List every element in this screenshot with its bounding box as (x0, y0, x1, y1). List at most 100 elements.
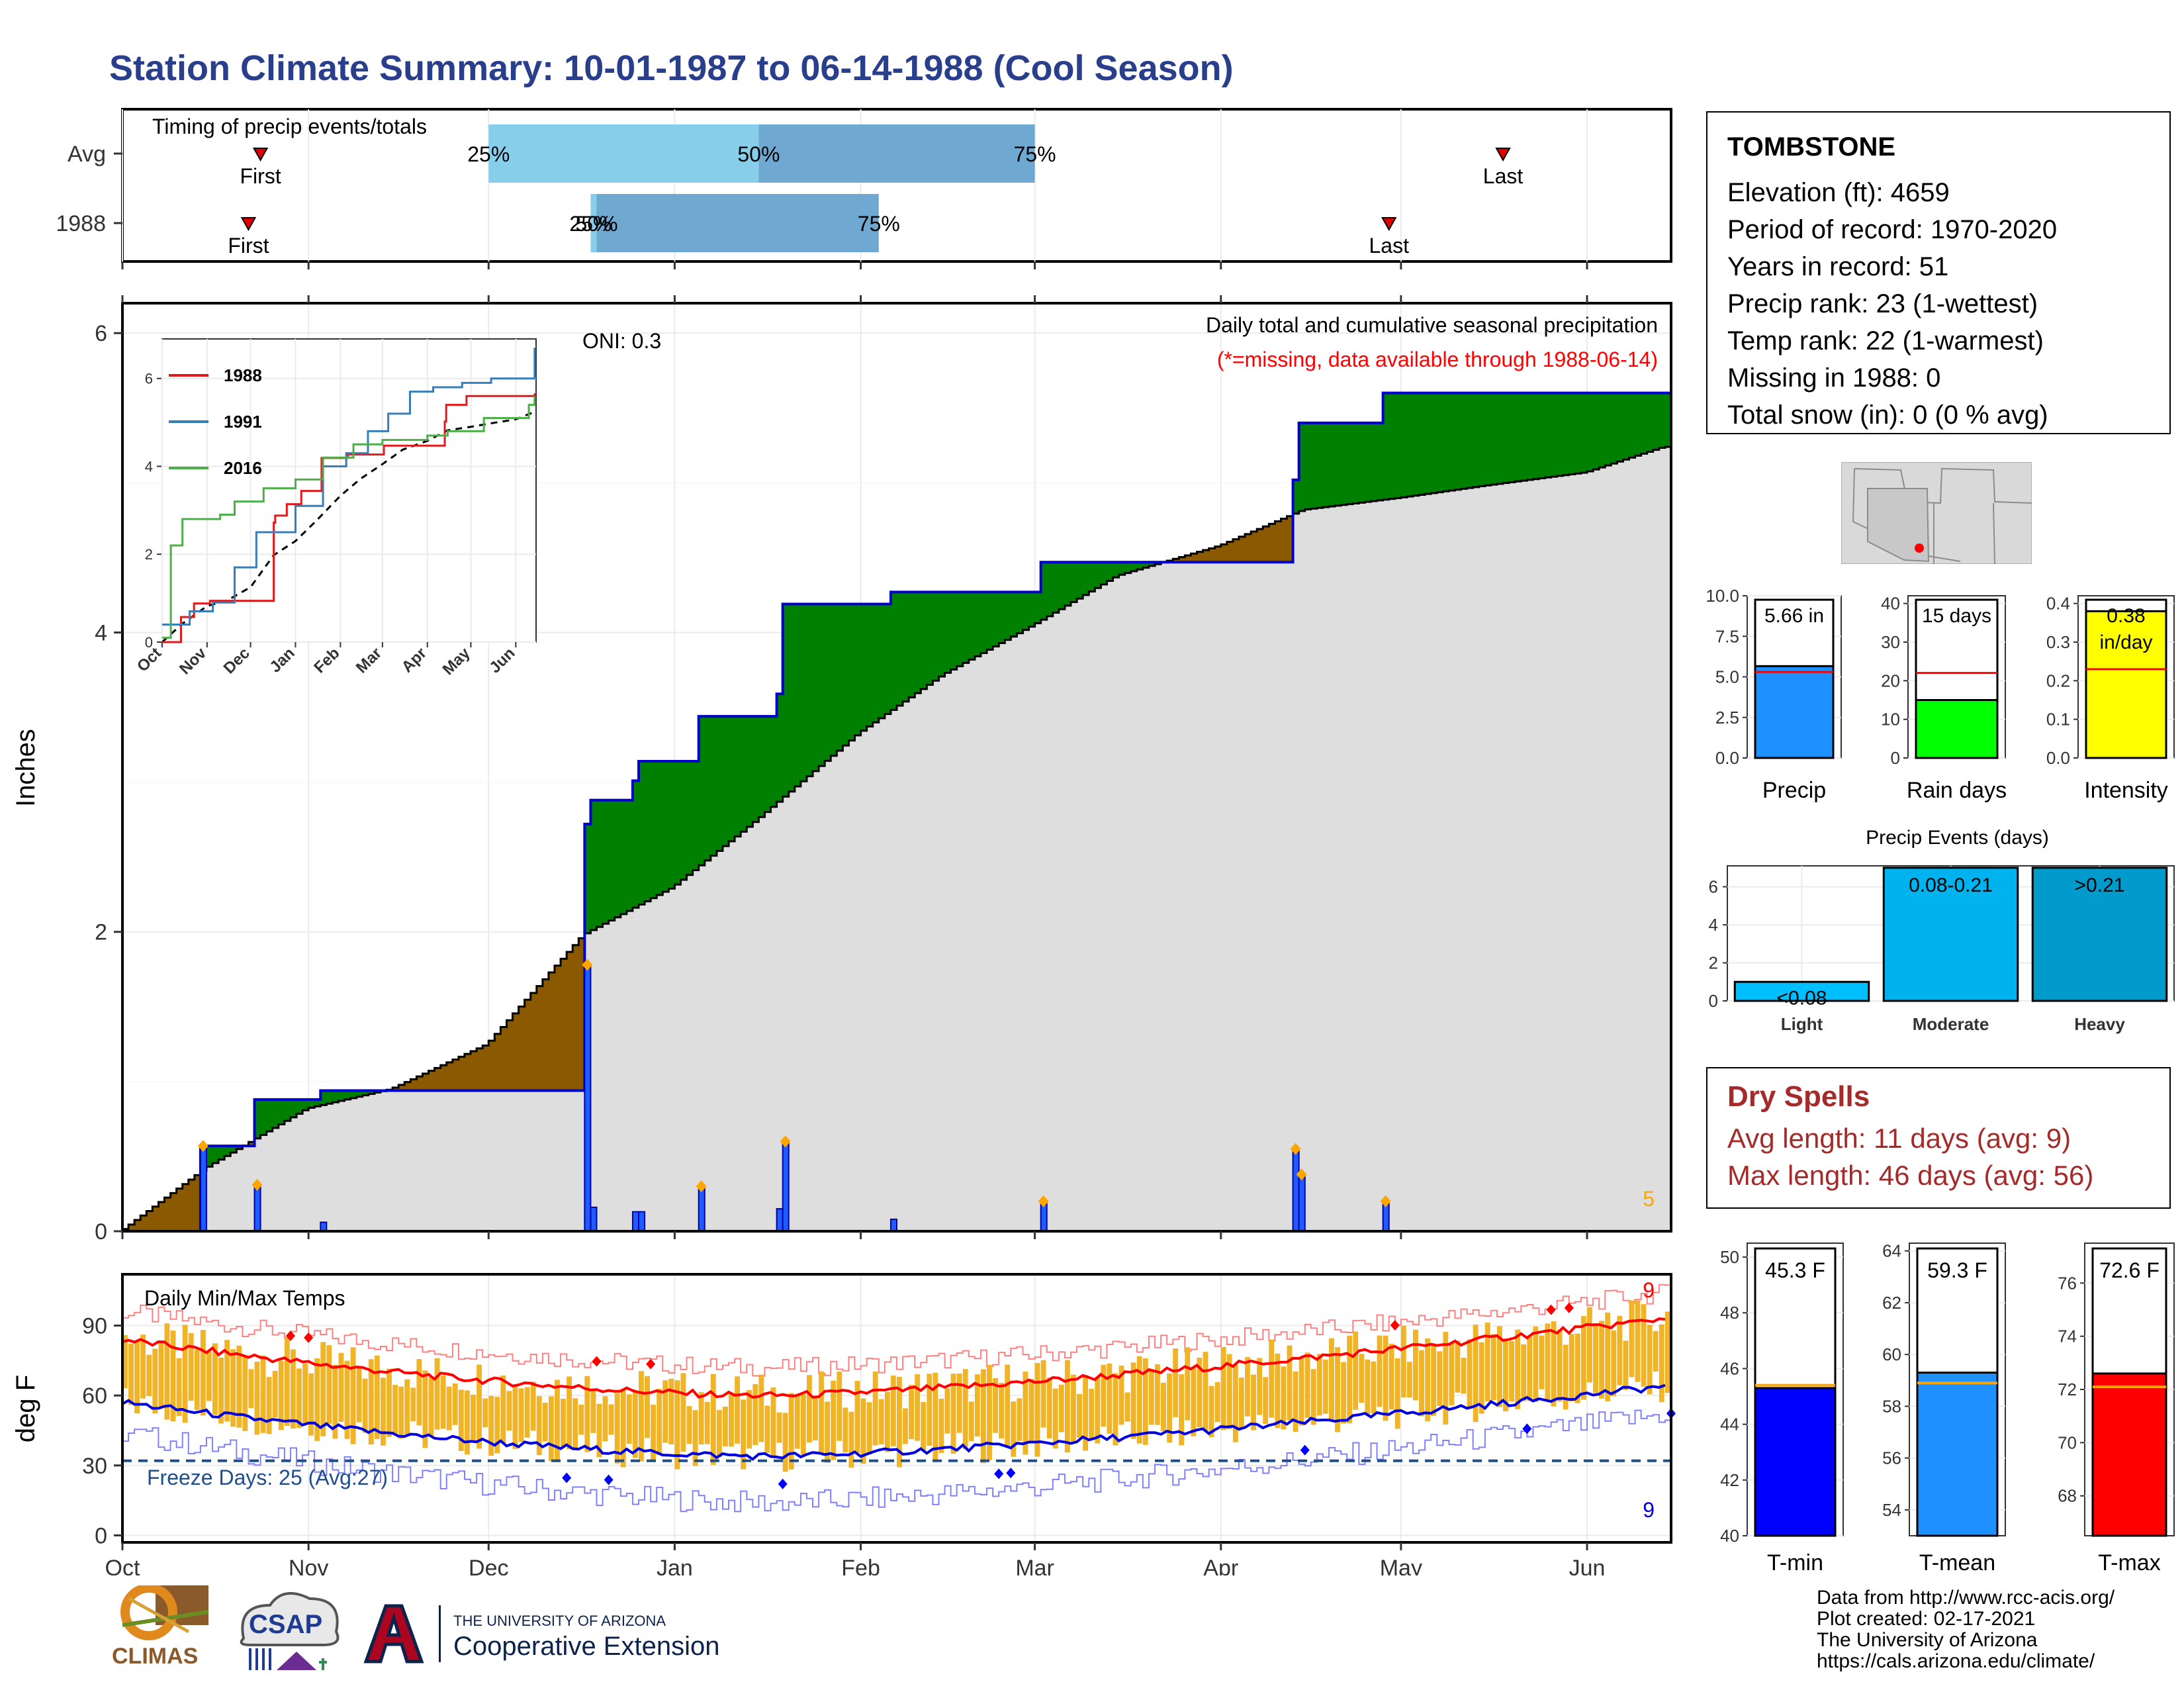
daily-temp-bar (1496, 1326, 1502, 1407)
daily-temp-bar (1058, 1384, 1064, 1432)
daily-temp-bar (1040, 1360, 1046, 1428)
surplus-fill (308, 1100, 315, 1108)
surplus-fill (1310, 422, 1318, 509)
baseline-fill (1052, 612, 1060, 1231)
baseline-fill (927, 684, 934, 1231)
surplus-fill (1316, 422, 1324, 508)
baseline-fill (590, 930, 598, 1231)
baseline-fill (921, 688, 927, 1231)
credits: Data from http://www.rcc-acis.org/ Plot … (1817, 1587, 2115, 1672)
baseline-fill (1275, 562, 1282, 1231)
baseline-fill (788, 791, 796, 1231)
station-precip-rank: Precip rank: 23 (1-wettest) (1727, 289, 2038, 318)
baseline-fill (434, 1090, 441, 1231)
deficit-fill (548, 972, 555, 1091)
baseline-fill (620, 914, 627, 1231)
daily-temp-bar (1359, 1354, 1365, 1403)
inset-y-tick-label: 0 (145, 634, 153, 651)
daily-temp-bar (1431, 1343, 1437, 1417)
inset-y-tick-label: 6 (145, 371, 153, 387)
surplus-fill (884, 604, 891, 714)
deficit-fill (158, 1201, 165, 1231)
surplus-fill (1400, 393, 1408, 498)
baseline-fill (446, 1090, 453, 1231)
baseline-fill (1095, 588, 1101, 1231)
daily-temp-bar (1185, 1347, 1191, 1421)
surplus-fill (1635, 393, 1642, 456)
surplus-fill (848, 604, 856, 741)
daily-temp-bar (674, 1380, 680, 1470)
surplus-fill (614, 800, 621, 917)
baseline-fill (1641, 453, 1648, 1231)
daily-temp-bar (296, 1368, 302, 1429)
baseline-fill (344, 1099, 351, 1231)
baseline-fill (1479, 486, 1486, 1232)
daily-temp-bar (224, 1340, 230, 1422)
record-low-marker (604, 1474, 614, 1485)
surplus-fill (296, 1100, 303, 1114)
deficit-fill (506, 1020, 514, 1091)
deficit-fill (1220, 544, 1228, 563)
timing-label: Timing of precip events/totals (152, 115, 427, 138)
baseline-fill (387, 1090, 393, 1231)
deficit-fill (1185, 555, 1192, 563)
baseline-fill (1563, 475, 1570, 1231)
surplus-fill (1490, 393, 1498, 485)
station-name: TOMBSTONE (1727, 132, 1896, 162)
temp-summary-value-label: 45.3 F (1765, 1258, 1825, 1282)
events-bar-label: <0.08 (1777, 987, 1827, 1009)
baseline-fill (800, 781, 807, 1231)
daily-temp-bar (890, 1376, 896, 1446)
daily-temp-bar (236, 1345, 242, 1428)
surplus-fill (974, 592, 981, 657)
baseline-fill (1142, 567, 1150, 1231)
extreme-precip-marker (1296, 1168, 1307, 1181)
daily-temp-bar (993, 1378, 998, 1433)
daily-temp-bar (1533, 1326, 1539, 1402)
deficit-fill (1238, 536, 1246, 563)
record-high-marker (304, 1332, 314, 1343)
daily-temp-bar (1304, 1352, 1310, 1419)
daily-temp-bar (1629, 1300, 1635, 1378)
baseline-fill (428, 1090, 435, 1231)
daily-temp-bar (1263, 1377, 1269, 1424)
baseline-fill (909, 697, 915, 1231)
baseline-fill (1089, 591, 1095, 1231)
inset-series-2016 (162, 396, 536, 639)
baseline-fill (1611, 463, 1617, 1231)
deficit-fill (524, 1000, 531, 1091)
daily-temp-bar (200, 1330, 206, 1416)
baseline-fill (860, 730, 868, 1231)
temp-panel: 0 30 60 90 deg F Oct Nov Dec Jan Feb Mar Apr May Jun D… (0, 1258, 1681, 1581)
surplus-fill (1599, 393, 1606, 468)
baseline-fill (968, 659, 976, 1231)
surplus-fill (1569, 393, 1576, 475)
baseline-fill (933, 680, 940, 1231)
daily-temp-bar (1527, 1336, 1533, 1401)
baseline-fill (1659, 447, 1666, 1231)
station-temp-rank: Temp rank: 22 (1-warmest) (1727, 326, 2044, 355)
baseline-fill (1533, 479, 1540, 1231)
daily-temp-bar (1113, 1373, 1118, 1446)
baseline-fill (1191, 562, 1198, 1231)
baseline-fill (897, 706, 903, 1231)
surplus-fill (854, 604, 862, 735)
baseline-fill (1034, 623, 1042, 1231)
daily-temp-bar (524, 1387, 530, 1438)
surplus-fill (692, 761, 700, 870)
daily-temp-bar (542, 1402, 548, 1442)
avg-max-line (122, 1317, 1666, 1399)
temp-summary-y-tick-label: 60 (1882, 1344, 1901, 1364)
surplus-fill (800, 604, 807, 782)
surplus-fill (1052, 562, 1060, 613)
daily-temp-bar (921, 1401, 927, 1451)
daily-temp-bar (1413, 1329, 1418, 1401)
deficit-fill (398, 1084, 405, 1091)
events-category-label: Light (1781, 1014, 1823, 1034)
baseline-fill (1593, 469, 1600, 1231)
baseline-fill (422, 1090, 430, 1231)
daily-temp-bar (758, 1374, 764, 1442)
events-bar-label: 0.08-0.21 (1909, 874, 1993, 896)
deficit-fill (561, 959, 567, 1091)
temp-summary-y-tick-label: 74 (2058, 1327, 2077, 1346)
